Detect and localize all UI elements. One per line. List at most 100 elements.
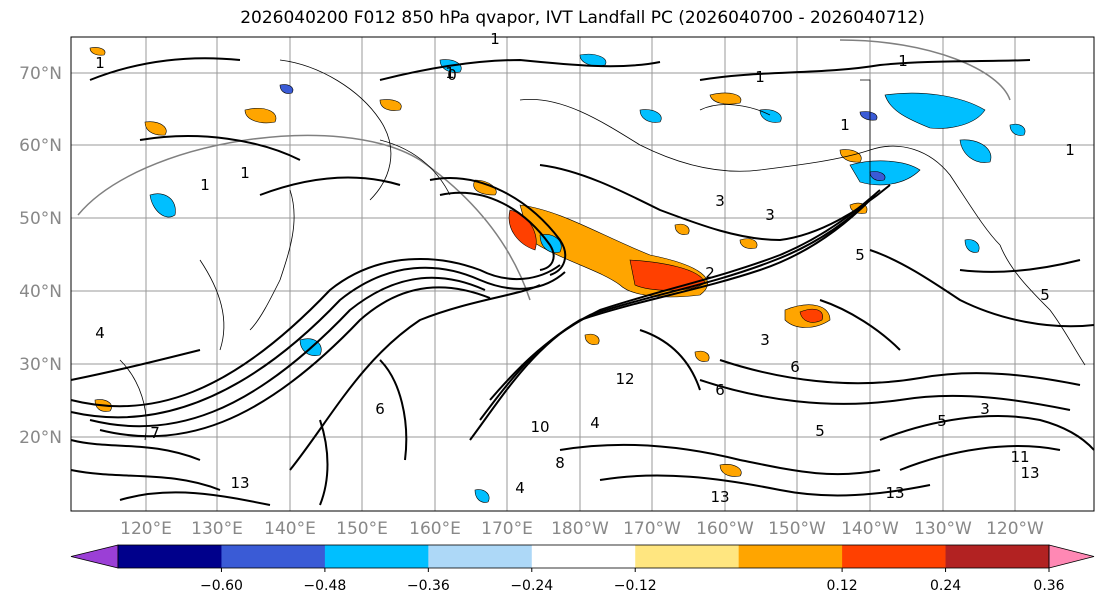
shade-red	[799, 308, 823, 323]
colorbar-segment	[324, 545, 429, 568]
contour-label: 12	[615, 370, 634, 388]
contour-label: 4	[95, 324, 105, 342]
contour-label: 0	[447, 66, 457, 84]
contour-label: 5	[937, 412, 947, 430]
chart-title: 2026040200 F012 850 hPa qvapor, IVT Land…	[240, 8, 925, 28]
map-area	[70, 37, 1095, 511]
contour-label: 1	[200, 176, 210, 194]
ivt-contours	[70, 57, 1095, 506]
shade-blue	[959, 139, 992, 163]
contour-label: 3	[765, 206, 775, 224]
shade-blue	[579, 53, 607, 67]
lon-label: 170°W	[623, 519, 681, 539]
colorbar-tick-label: 0.36	[1033, 578, 1064, 594]
coastlines	[119, 59, 1086, 441]
shade-blue	[149, 193, 176, 218]
longitude-labels: 120°E 130°E 140°E 150°E 160°E 170°E 180°W 170°W…	[120, 519, 1044, 539]
contour-label: 3	[760, 331, 770, 349]
colorbar-extend-min	[70, 544, 119, 569]
colorbar-extend-max	[1048, 544, 1095, 569]
colorbar-tick-label: −0.36	[407, 578, 450, 594]
shade-blue	[474, 489, 490, 503]
colorbar-segment	[945, 545, 1050, 568]
lon-label: 150°E	[336, 519, 388, 539]
shade-blue	[849, 160, 921, 186]
shade-orange	[89, 47, 106, 56]
colorbar-tick-label: −0.12	[614, 578, 657, 594]
colorbar-frame	[117, 544, 1050, 569]
lon-label: 170°E	[481, 519, 533, 539]
contour-label: 10	[530, 418, 549, 436]
colorbar-segment	[738, 545, 843, 568]
shade-orange	[144, 121, 167, 136]
shade-orange	[244, 108, 277, 124]
lon-label: 120°E	[120, 519, 172, 539]
lat-label: 70°N	[19, 64, 62, 84]
contour-label: 1	[445, 64, 455, 82]
contour-label: 8	[555, 454, 565, 472]
colorbar-segment	[842, 545, 947, 568]
contour-label: 1	[240, 164, 250, 182]
contour-label: 5	[855, 246, 865, 264]
shade-orange	[694, 350, 710, 362]
shade-orange	[473, 179, 497, 196]
shade-orange	[584, 333, 600, 345]
lon-label: 140°W	[841, 519, 899, 539]
lon-label: 130°W	[914, 519, 972, 539]
contour-label: 2	[705, 264, 715, 282]
lon-label: 160°E	[409, 519, 461, 539]
shade-orange	[674, 223, 690, 235]
lon-label: 140°E	[264, 519, 316, 539]
colorbar-tick-label: 0.12	[827, 578, 858, 594]
contour-label: 1	[755, 68, 765, 86]
contour-label: 13	[710, 488, 729, 506]
colorbar-ticks: −0.60−0.48−0.36−0.24−0.120.120.240.360.4…	[200, 568, 1065, 594]
contour-label: 5	[815, 422, 825, 440]
lat-label: 50°N	[19, 209, 62, 229]
shade-purple	[869, 171, 886, 181]
colorbar-segment	[428, 545, 533, 568]
contour-label: 3	[980, 400, 990, 418]
contour-label: 5	[1040, 286, 1050, 304]
map-frame	[70, 36, 1095, 512]
contour-label: 13	[885, 484, 904, 502]
landfall-region-circle	[77, 39, 1011, 301]
colorbar-tick-label: −0.48	[303, 578, 346, 594]
contour-label: 4	[590, 414, 600, 432]
shade-orange	[379, 99, 402, 111]
shade-purple	[279, 84, 294, 94]
lon-label: 180°W	[551, 519, 609, 539]
colorbar-segment	[221, 545, 326, 568]
colorbar-segments	[70, 544, 1095, 569]
lon-label: 130°E	[191, 519, 243, 539]
lat-label: 20°N	[19, 428, 62, 448]
lon-label: 150°W	[768, 519, 826, 539]
contour-label: 6	[790, 358, 800, 376]
shade-blue	[964, 239, 980, 253]
colorbar-segment	[118, 545, 222, 568]
lat-label: 60°N	[19, 136, 62, 156]
contour-label: 3	[715, 192, 725, 210]
contour-label: 1	[1065, 141, 1075, 159]
colorbar-segment	[531, 545, 636, 568]
shade-orange	[739, 238, 758, 249]
contour-label: 1	[898, 52, 908, 70]
shade-orange	[709, 92, 742, 105]
contour-label: 1	[840, 116, 850, 134]
lon-label: 120°W	[986, 519, 1044, 539]
shade-blue	[884, 92, 986, 129]
colorbar-segment	[635, 545, 740, 568]
shade-blue	[1009, 123, 1026, 136]
shade-purple	[859, 111, 878, 121]
contour-label: 13	[1020, 464, 1039, 482]
contour-label: 1	[95, 54, 105, 72]
shade-orange	[719, 464, 742, 477]
contour-label: 7	[150, 424, 160, 442]
contour-label: 13	[230, 474, 249, 492]
lon-label: 160°W	[696, 519, 754, 539]
contour-label: 11	[1010, 448, 1029, 466]
latitude-labels: 20°N 30°N 40°N 50°N 60°N 70°N	[19, 64, 62, 448]
